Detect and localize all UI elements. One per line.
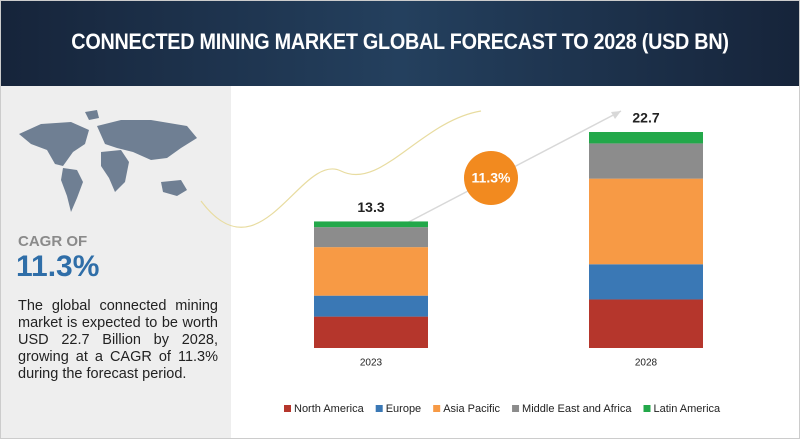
world-map: [19, 110, 197, 212]
bar-segment: [314, 227, 428, 248]
bar-segment: [589, 264, 703, 300]
cagr-value: 11.3%: [16, 250, 100, 283]
decor-curve: [200, 110, 482, 228]
title: CONNECTED MINING MARKET GLOBAL FORECAST …: [71, 29, 729, 54]
total-label: 13.3: [357, 199, 384, 215]
summary-panel: CAGR OF 11.3% The global connected minin…: [1, 86, 231, 438]
legend-swatch: [643, 405, 651, 412]
total-label: 22.7: [632, 110, 659, 126]
bar-segment: [589, 299, 703, 348]
legend-swatch: [433, 405, 441, 412]
arrow-head: [611, 111, 621, 119]
legend-swatch: [284, 405, 291, 412]
bar-segment: [589, 143, 703, 179]
legend-label: Europe: [386, 403, 421, 415]
cagr-badge-label: 11.3%: [472, 170, 511, 186]
cagr-label: CAGR OF: [18, 233, 88, 250]
bar-segment: [314, 221, 428, 228]
legend-label: Asia Pacific: [443, 403, 500, 415]
legend-swatch: [375, 405, 383, 412]
cagr-badge: [464, 151, 518, 205]
description: The global connected mining market is ex…: [18, 298, 218, 382]
bar-segment: [314, 316, 428, 348]
bar-segment: [314, 247, 428, 296]
legend-label: Latin America: [654, 403, 722, 415]
x-tick-label: 2023: [360, 358, 383, 369]
x-tick-label: 2028: [635, 358, 658, 369]
legend-label: North America: [294, 403, 365, 415]
bar-segment: [314, 295, 428, 317]
bar-segment: [589, 132, 703, 144]
legend-label: Middle East and Africa: [522, 403, 632, 415]
bar-segment: [589, 178, 703, 265]
header: CONNECTED MINING MARKET GLOBAL FORECAST …: [1, 1, 799, 86]
legend-swatch: [512, 405, 520, 412]
